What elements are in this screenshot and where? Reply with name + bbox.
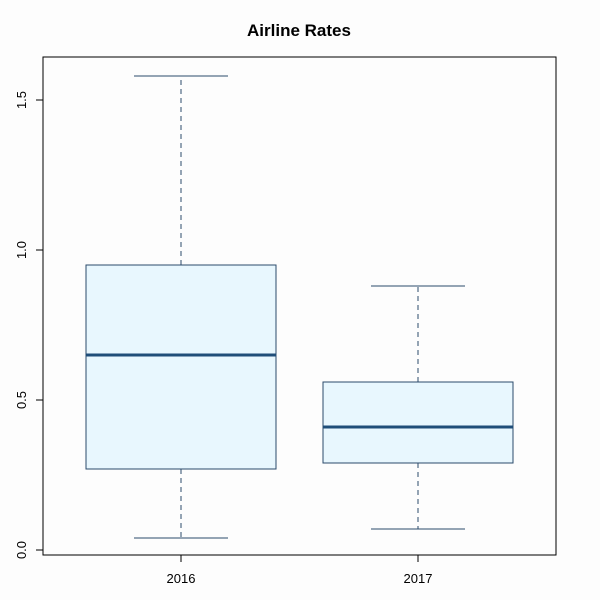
x-tick-label: 2016 <box>167 571 196 586</box>
box-group-2016 <box>85 75 277 539</box>
y-tick-label: 0.5 <box>14 391 29 409</box>
axes-layer: 0.0 0.5 1.0 1.5 2016 2017 <box>14 91 432 586</box>
marks-layer <box>85 75 514 539</box>
chart-title: Airline Rates <box>247 21 351 40</box>
box-group-2017 <box>322 285 514 530</box>
y-tick-label: 1.0 <box>14 241 29 259</box>
y-tick-label: 0.0 <box>14 541 29 559</box>
y-tick-label: 1.5 <box>14 91 29 109</box>
x-tick-label: 2017 <box>404 571 433 586</box>
iqr-box <box>322 381 514 464</box>
iqr-box <box>85 264 277 470</box>
